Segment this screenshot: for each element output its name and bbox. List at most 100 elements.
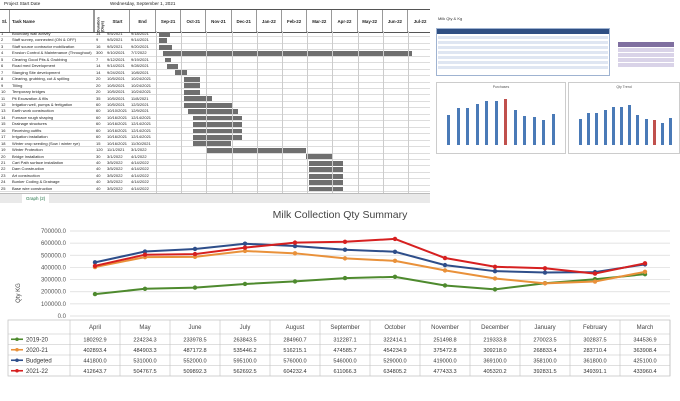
month-header[interactable]: Sep-21 — [156, 10, 182, 32]
gantt-bar[interactable] — [309, 173, 343, 179]
month-header[interactable]: Apr-22 — [332, 10, 358, 32]
data-point[interactable] — [292, 279, 298, 284]
gantt-row[interactable]: 14 Furnace rough shaping 60 10/16/2021 12/14… — [0, 115, 430, 122]
gantt-row[interactable]: 10 Temporary bridges 20 10/5/2021 10/24/2021 — [0, 89, 430, 96]
data-point[interactable] — [642, 269, 648, 275]
data-point[interactable] — [342, 239, 348, 244]
data-point[interactable] — [392, 258, 398, 264]
summary-table[interactable] — [436, 28, 610, 76]
gantt-bar[interactable] — [159, 44, 172, 50]
month-header[interactable]: Feb-22 — [282, 10, 308, 32]
data-point[interactable] — [142, 249, 148, 254]
data-point[interactable] — [342, 275, 348, 281]
data-point[interactable] — [292, 240, 298, 245]
month-header[interactable]: Oct-21 — [181, 10, 207, 32]
month-header[interactable]: Dec-21 — [232, 10, 257, 32]
data-point[interactable] — [392, 236, 398, 242]
gantt-bar[interactable] — [184, 76, 200, 82]
gantt-bar[interactable] — [184, 96, 213, 102]
month-header[interactable]: Jun-22 — [383, 10, 408, 32]
data-point[interactable] — [442, 262, 448, 268]
gantt-bar[interactable] — [193, 122, 243, 127]
gantt-row[interactable]: 20 Bridge Installation 30 3/1/2022 4/1/2022 — [0, 154, 430, 160]
gantt-bar[interactable] — [165, 57, 171, 63]
data-point[interactable] — [542, 266, 548, 271]
data-point[interactable] — [492, 268, 498, 274]
gantt-row[interactable]: 16 Receiving outfits 60 10/16/2021 12/14/202… — [0, 128, 430, 135]
gantt-bar[interactable] — [159, 31, 171, 37]
gantt-row[interactable]: 12 Irrigation well, pumps & fertigation 60… — [0, 102, 430, 109]
gantt-row[interactable]: 24 Bunker Coding & Drainage 40 3/5/2022 4/14… — [0, 179, 430, 186]
gantt-row[interactable]: 7 Stanging Site development 14 9/24/2021 10/… — [0, 70, 430, 77]
gantt-bar[interactable] — [309, 186, 343, 192]
month-header[interactable]: Jan-22 — [257, 10, 282, 32]
data-point[interactable] — [492, 287, 498, 292]
gantt-row[interactable]: 3 Staff source contractor mobilization 16 9… — [0, 44, 430, 51]
gantt-bar[interactable] — [159, 38, 167, 44]
series-line[interactable] — [94, 237, 646, 275]
data-point[interactable] — [592, 279, 598, 284]
mini-chart-right[interactable]: Qty Trend — [568, 82, 680, 154]
data-point[interactable] — [92, 260, 98, 265]
legend-series-name[interactable]: 2020-21 — [26, 348, 49, 354]
gantt-bar[interactable] — [309, 160, 343, 166]
data-point[interactable] — [242, 245, 248, 250]
data-point[interactable] — [192, 246, 198, 252]
data-point[interactable] — [242, 241, 248, 246]
gantt-bar[interactable] — [309, 180, 343, 185]
data-point[interactable] — [542, 281, 548, 286]
gantt-row[interactable]: 2 Staff survey, connected (ON & OFF) 9 9/5/… — [0, 37, 430, 44]
data-point[interactable] — [442, 268, 448, 273]
gantt-bar[interactable] — [193, 115, 243, 121]
gantt-row[interactable]: 11 Pit Excavation & fills 35 10/5/2021 11/8/… — [0, 96, 430, 102]
gantt-bar[interactable] — [309, 167, 343, 173]
col-task[interactable]: Task Name — [10, 10, 94, 32]
gantt-row[interactable]: 22 Dam Construction 40 3/5/2022 4/14/2022 — [0, 166, 430, 173]
gantt-row[interactable]: 21 Cart Path surface installation 40 3/5/20… — [0, 160, 430, 167]
col-start[interactable]: Start — [106, 10, 130, 32]
data-point[interactable] — [342, 247, 348, 252]
project-start-date[interactable]: Wednesday, September 1, 2021 — [110, 1, 176, 6]
month-header[interactable]: May-22 — [358, 10, 383, 32]
data-point[interactable] — [492, 264, 498, 269]
gantt-bar[interactable] — [188, 109, 239, 115]
data-point[interactable] — [142, 286, 148, 291]
gantt-bar[interactable] — [193, 134, 243, 140]
gantt-row[interactable]: 18 Winter crop seeding (Sow / winter rye)… — [0, 141, 430, 148]
col-end[interactable]: End — [130, 10, 156, 32]
gantt-row[interactable]: 25 Base wire construction 40 3/5/2022 4/14/2… — [0, 186, 430, 193]
gantt-row[interactable]: 9 Tilling 20 10/5/2021 10/24/2021 — [0, 83, 430, 90]
legend-series-name[interactable]: 2019-20 — [26, 337, 49, 343]
series-line[interactable] — [94, 242, 646, 274]
data-point[interactable] — [442, 283, 448, 288]
gantt-row[interactable]: 6 Road med Development 14 9/14/2021 9/28/202… — [0, 63, 430, 70]
gantt-row[interactable]: 5 Clearing Good Pits & Grubbing 7 9/12/2021… — [0, 57, 430, 64]
gantt-row[interactable]: 19 Winter Protection 120 11/1/2021 3/1/2022 — [0, 147, 430, 154]
data-point[interactable] — [92, 291, 98, 297]
data-point[interactable] — [592, 271, 598, 276]
data-point[interactable] — [292, 251, 298, 256]
legend-series-name[interactable]: 2021-22 — [26, 369, 49, 375]
pivot-table[interactable] — [618, 42, 674, 67]
data-point[interactable] — [92, 263, 98, 269]
gantt-bar[interactable] — [184, 89, 200, 95]
gantt-row[interactable]: 15 Drainage structures 60 10/16/2021 12/14/2… — [0, 121, 430, 128]
data-point[interactable] — [192, 251, 198, 257]
series-line[interactable] — [94, 273, 646, 296]
gantt-bar[interactable] — [184, 83, 200, 89]
gantt-row[interactable]: 17 Irrigation installation 60 10/16/2021 12/… — [0, 134, 430, 141]
gantt-row[interactable]: 13 Earth work construction 60 10/10/2021 12/… — [0, 108, 430, 115]
data-point[interactable] — [292, 243, 298, 249]
col-sn[interactable]: Sl. — [0, 10, 10, 32]
sheet-tab-graph[interactable]: Graph (2) — [22, 194, 50, 203]
data-point[interactable] — [392, 249, 398, 254]
gantt-bar[interactable] — [175, 70, 187, 76]
gantt-row[interactable]: 4 Erosion Control & Maintenance (Througho… — [0, 50, 430, 57]
series-line[interactable] — [94, 249, 646, 285]
gantt-row[interactable]: 1 Boundary wall activity 14 9/5/2021 9/18/20… — [0, 31, 430, 38]
gantt-bar[interactable] — [306, 154, 332, 160]
col-duration[interactable]: Duration (Days) — [94, 10, 106, 32]
data-point[interactable] — [492, 276, 498, 281]
gantt-bar[interactable] — [184, 102, 234, 108]
gantt-bar[interactable] — [163, 51, 413, 56]
